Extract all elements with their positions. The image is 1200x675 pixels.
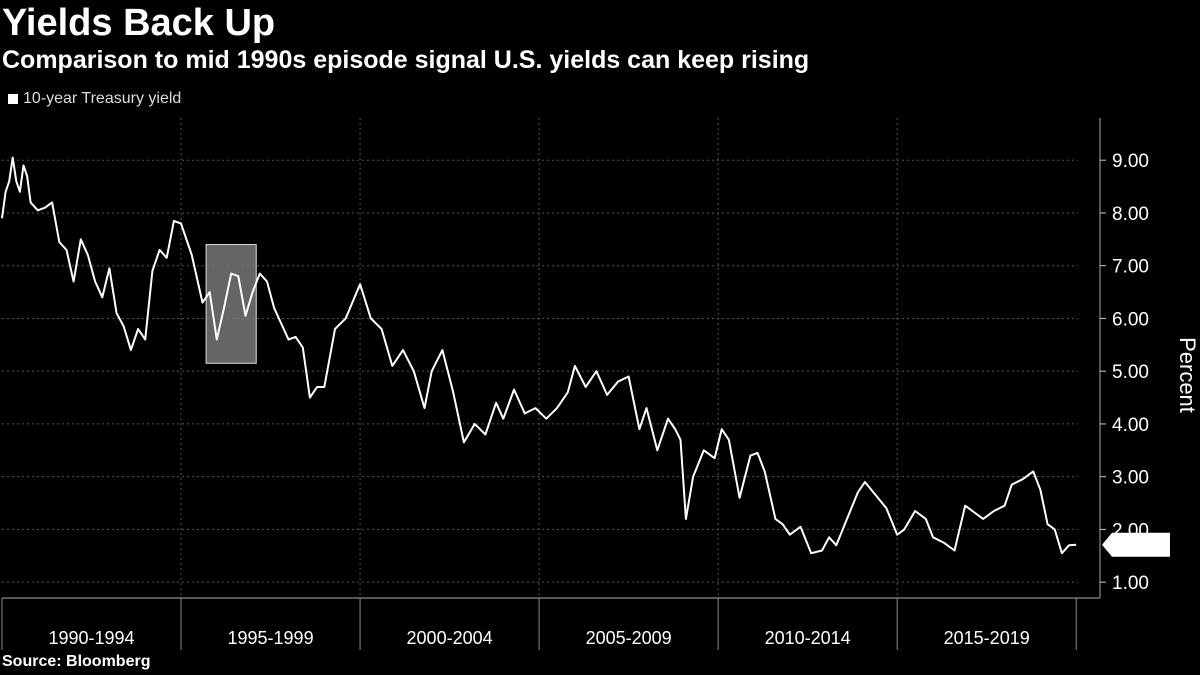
x-category-label: 1995-1999 [228, 628, 314, 648]
y-tick-label: 9.00 [1112, 151, 1149, 172]
y-tick-label: 8.00 [1112, 204, 1149, 225]
x-category-label: 2015-2019 [944, 628, 1030, 648]
axes [1, 118, 1106, 650]
y-tick-label: 4.00 [1112, 415, 1149, 436]
x-category-label: 2000-2004 [407, 628, 493, 648]
y-tick-label: 7.00 [1112, 257, 1149, 278]
series-line-10-year-treasury-yield [1, 156, 1077, 555]
source-note: Source: Bloomberg [2, 653, 151, 670]
y-tick-label: 3.00 [1112, 468, 1149, 489]
highlight-layer [205, 244, 257, 364]
last-value-label: 1.71 [1115, 536, 1152, 557]
grid [2, 118, 1078, 598]
labels: 1.002.003.004.005.006.007.008.009.001990… [48, 151, 1200, 648]
x-category-label: 2010-2014 [765, 628, 851, 648]
series-layer [1, 156, 1077, 555]
x-category-label: 1990-1994 [48, 628, 134, 648]
y-tick-label: 6.00 [1112, 309, 1149, 330]
last-value-badge: 1.71 [1102, 532, 1170, 557]
y-tick-label: 1.00 [1112, 573, 1149, 594]
legend: 10-year Treasury yield [8, 90, 181, 108]
chart-subtitle: Comparison to mid 1990s episode signal U… [2, 46, 810, 74]
legend-swatch [8, 94, 18, 104]
highlight-box [205, 244, 257, 364]
x-category-label: 2005-2009 [586, 628, 672, 648]
y-axis-title: Percent [1175, 337, 1200, 413]
legend-label: 10-year Treasury yield [23, 90, 182, 107]
last-value-marker [1102, 532, 1170, 557]
y-tick-label: 5.00 [1112, 362, 1149, 383]
chart-title: Yields Back Up [2, 2, 276, 44]
